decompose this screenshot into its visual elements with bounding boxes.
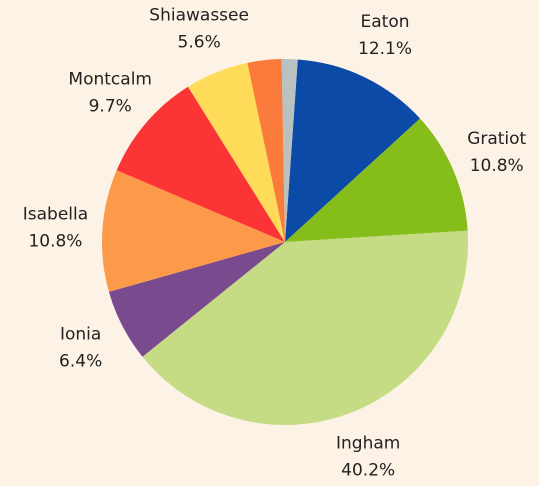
slice-value-label: 9.7% bbox=[89, 97, 132, 117]
pie-slice bbox=[142, 230, 469, 425]
pie-slice bbox=[116, 86, 285, 243]
slice-value-label: 6.4% bbox=[59, 352, 102, 372]
slice-label: Montcalm bbox=[68, 70, 152, 90]
slice-value-label: 10.8% bbox=[470, 156, 524, 176]
slice-value-label: 5.6% bbox=[178, 33, 221, 53]
slice-label: Gratiot bbox=[467, 129, 526, 149]
pie-slice bbox=[247, 59, 285, 242]
pie-slice bbox=[188, 62, 285, 243]
slice-value-label: 40.2% bbox=[341, 460, 395, 480]
slice-value-label: 12.1% bbox=[358, 39, 412, 59]
slice-label: Eaton bbox=[361, 12, 410, 32]
pie-slice bbox=[281, 59, 298, 242]
slice-label: Ionia bbox=[60, 325, 101, 345]
pie-slice bbox=[285, 118, 468, 242]
pie-slice bbox=[108, 242, 285, 357]
pie-slice bbox=[285, 59, 421, 243]
slice-label: Isabella bbox=[23, 204, 88, 224]
slice-label: Ingham bbox=[336, 433, 400, 453]
slice-label: Shiawassee bbox=[149, 6, 249, 26]
pie-slice bbox=[102, 170, 285, 292]
slice-value-label: 10.8% bbox=[28, 231, 82, 251]
